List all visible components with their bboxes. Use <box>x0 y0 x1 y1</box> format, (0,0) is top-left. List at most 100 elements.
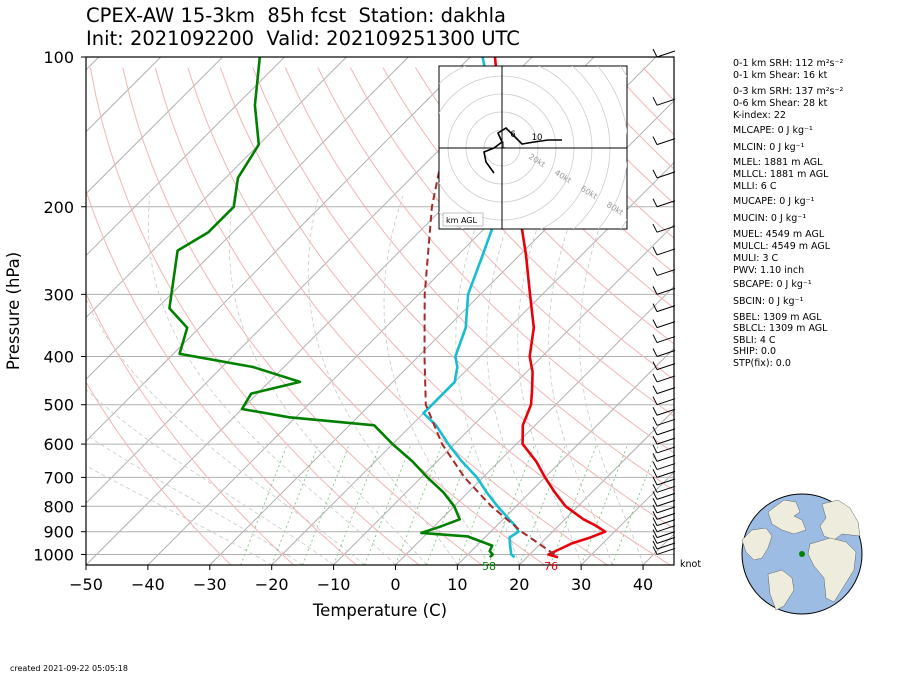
x-tick-label: −40 <box>131 575 165 594</box>
index-line: STP(fix): 0.0 <box>733 358 791 369</box>
wind-barb-flag <box>652 407 658 416</box>
land-africa <box>807 537 857 603</box>
land-greenland <box>767 499 807 535</box>
mixing-ratio-line <box>549 443 598 565</box>
hodograph-legend-label: km AGL <box>446 216 478 225</box>
index-line: SBLI: 4 C <box>733 335 776 346</box>
dry-adiabat <box>219 67 671 565</box>
y-tick-label: 800 <box>43 497 74 516</box>
hodograph-height-label: 1 <box>500 141 505 151</box>
mixing-ratio-line <box>302 443 350 565</box>
wind-barb-flag <box>652 48 658 58</box>
moist-adiabat <box>86 297 365 565</box>
wind-barb <box>656 50 676 58</box>
index-line: MUCIN: 0 J kg⁻¹ <box>733 213 807 224</box>
wind-barb-flag <box>652 461 658 470</box>
moist-adiabat <box>486 195 551 565</box>
wind-barb-flag <box>652 546 658 555</box>
wind-barb-flag <box>652 334 658 343</box>
x-tick-label: 40 <box>633 575 653 594</box>
wind-barb-flag <box>652 535 658 544</box>
wind-barb <box>656 525 676 533</box>
index-line: SBCIN: 0 J kg⁻¹ <box>733 296 804 307</box>
chart-subtitle: Init: 2021092200 Valid: 202109251300 UTC <box>86 27 520 50</box>
wind-barb <box>656 98 676 106</box>
index-line: MLLCL: 1881 m AGL <box>733 169 829 180</box>
wind-barb <box>656 225 676 233</box>
isotherm-line <box>86 57 285 257</box>
y-tick-label: 700 <box>43 468 74 487</box>
wind-barb <box>656 470 676 478</box>
x-tick-label: 10 <box>447 575 467 594</box>
isotherm-line <box>209 100 674 565</box>
index-line: MULCL: 4549 m AGL <box>733 241 831 252</box>
dry-adiabat <box>317 67 674 454</box>
wind-barbs <box>652 48 676 555</box>
wind-barb <box>656 398 676 406</box>
isotherm-line <box>86 57 471 442</box>
index-line: MLCIN: 0 J kg⁻¹ <box>733 142 805 153</box>
x-axis-label: Temperature (C) <box>312 601 447 620</box>
wind-barb <box>656 350 676 357</box>
index-line: MLEL: 1881 m AGL <box>733 157 823 168</box>
wind-barb-flag <box>652 523 658 532</box>
wind-barb-flag <box>652 348 658 357</box>
wind-barb <box>656 336 676 344</box>
wind-barb-flag <box>652 517 658 526</box>
wind-barb-flag <box>652 511 658 520</box>
wind-barb-flag <box>652 498 658 507</box>
index-line: MUCAPE: 0 J kg⁻¹ <box>733 196 815 207</box>
land-north-america <box>741 527 773 561</box>
created-timestamp: created 2021-09-22 05:05:18 <box>10 664 128 673</box>
wind-barb-flag <box>652 484 658 493</box>
moist-adiabat <box>147 195 396 565</box>
wind-unit-label: knot <box>680 559 702 570</box>
y-tick-label: 600 <box>43 435 74 454</box>
y-tick-label: 100 <box>43 48 74 67</box>
x-tick-label: −30 <box>193 575 227 594</box>
y-tick-label: 900 <box>43 523 74 542</box>
isotherm-line <box>457 347 674 565</box>
wind-barb <box>656 512 676 520</box>
wind-barb-flag <box>652 303 658 312</box>
mixing-ratio-line <box>611 443 660 565</box>
index-line: MLCAPE: 0 J kg⁻¹ <box>733 125 813 136</box>
wind-barb <box>656 305 676 313</box>
index-line: K-index: 22 <box>733 110 786 121</box>
moist-adiabat <box>579 195 644 565</box>
dry-adiabat <box>86 381 232 565</box>
moist-adiabat <box>455 195 520 565</box>
wind-barb-flag <box>652 223 658 233</box>
wind-barb-flag <box>652 417 658 426</box>
wind-barb <box>656 531 676 539</box>
wind-barb <box>656 446 676 454</box>
isotherm-line <box>580 471 674 565</box>
index-line: MLLI: 6 C <box>733 181 777 192</box>
dry-adiabat <box>479 67 674 274</box>
wind-barb <box>656 200 676 208</box>
wind-barb-flag <box>652 529 658 538</box>
dry-adiabat <box>382 67 674 381</box>
dry-adiabat <box>414 67 674 345</box>
dry-adiabat <box>284 67 674 492</box>
isotherm-line <box>86 57 409 381</box>
index-line: SBCAPE: 0 J kg⁻¹ <box>733 279 812 290</box>
moist-adiabat <box>307 195 458 565</box>
wind-barb <box>656 387 676 395</box>
hodograph-height-label: 10 <box>532 133 543 143</box>
mixing-ratio-line <box>333 443 381 565</box>
wind-barb <box>656 408 676 416</box>
x-tick-label: 20 <box>509 575 529 594</box>
wind-barb <box>656 463 676 471</box>
wind-barb <box>656 542 676 550</box>
wind-barb <box>656 519 676 527</box>
wind-barb <box>656 375 676 383</box>
y-tick-label: 1000 <box>33 545 74 564</box>
moist-adiabat <box>86 388 334 565</box>
dry-adiabat <box>252 67 674 530</box>
wind-barb <box>656 492 676 500</box>
land-europe <box>819 499 861 541</box>
moist-adiabat <box>517 195 582 565</box>
x-tick-label: 0 <box>390 575 400 594</box>
